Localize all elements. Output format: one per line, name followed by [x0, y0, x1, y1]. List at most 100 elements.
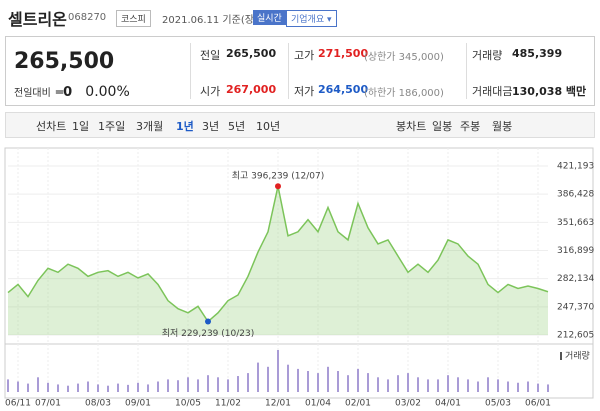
volume-legend-swatch	[560, 352, 562, 360]
volume-bar	[27, 383, 29, 392]
volume-bar	[147, 384, 149, 392]
volume-bar	[427, 379, 429, 392]
volume-bar	[387, 379, 389, 392]
quote-value: 485,399	[512, 47, 563, 60]
x-tick-label: 07/01	[35, 399, 61, 409]
period-tab[interactable]: 10년	[256, 120, 281, 133]
period-tab[interactable]: 5년	[228, 120, 246, 133]
quote-value: 264,500	[318, 83, 369, 96]
quote-note: (하한가 186,000)	[364, 88, 444, 99]
volume-bar	[77, 383, 79, 392]
candle-tab[interactable]: 월봉	[492, 120, 513, 133]
volume-bar	[397, 375, 399, 392]
chart-frame	[4, 147, 594, 399]
x-tick-label: 06/01	[525, 399, 551, 409]
volume-bar	[527, 381, 529, 392]
market-badge: 코스피	[116, 10, 151, 27]
x-tick-label: 03/02	[395, 399, 421, 409]
tab-label: 봉차트	[396, 120, 427, 133]
volume-bar	[137, 382, 139, 392]
volume-bar	[467, 379, 469, 392]
quote-value: 267,000	[226, 83, 277, 96]
volume-bar	[197, 379, 199, 392]
volume-bar	[327, 366, 329, 392]
volume-bar	[537, 383, 539, 392]
x-tick-label: 05/03	[485, 399, 511, 409]
volume-bar	[87, 381, 89, 392]
candle-tab[interactable]: 일봉	[432, 120, 453, 133]
separator	[466, 43, 467, 99]
volume-bar	[357, 368, 359, 392]
quote-label: 시가	[200, 85, 221, 98]
volume-bar	[457, 377, 459, 392]
volume-bar	[107, 385, 109, 392]
quote-box: 265,500 전일대비 ═0 0.00% 전일 265,500 고가 271,500…	[5, 36, 595, 106]
volume-bar	[167, 379, 169, 392]
volume-bar	[447, 375, 449, 392]
high-marker	[275, 183, 281, 190]
volume-bar	[17, 381, 19, 392]
volume-bar	[237, 376, 239, 392]
quote-value: 130,038 백만	[512, 85, 587, 98]
candle-tab[interactable]: 주봉	[460, 120, 481, 133]
volume-bar	[217, 377, 219, 392]
volume-bar	[367, 373, 369, 392]
volume-bar	[7, 379, 9, 392]
volume-bar	[267, 366, 269, 392]
volume-bar	[337, 371, 339, 392]
x-tick-label: 10/05	[175, 399, 201, 409]
volume-bar	[277, 350, 279, 392]
volume-bar	[437, 379, 439, 392]
x-tick-label: 11/02	[215, 399, 241, 409]
volume-bar	[67, 385, 69, 392]
volume-bar	[227, 379, 229, 392]
x-tick-label: 06/11	[5, 399, 31, 409]
period-tab[interactable]: 1주일	[98, 120, 126, 133]
volume-bar	[417, 377, 419, 392]
volume-bar	[247, 373, 249, 392]
volume-bar	[477, 381, 479, 392]
quote-label: 거래대금	[472, 85, 513, 98]
quote-label: 거래량	[472, 49, 503, 62]
period-tab[interactable]: 3년	[202, 120, 220, 133]
volume-bar	[187, 377, 189, 392]
period-tab[interactable]: 1일	[72, 120, 90, 133]
y-tick-label: 421,193	[557, 162, 594, 172]
volume-bar	[377, 377, 379, 392]
volume-bar	[547, 384, 549, 392]
tab-label: 선차트	[36, 120, 67, 133]
quote-label: 고가	[294, 49, 315, 62]
y-tick-label: 316,899	[557, 246, 594, 256]
company-info-label: 기업개요	[291, 15, 325, 25]
volume-bar	[297, 368, 299, 392]
x-tick-label: 09/01	[125, 399, 151, 409]
volume-bar	[317, 373, 319, 392]
stock-name: 셀트리온	[8, 10, 67, 29]
volume-bar	[157, 381, 159, 392]
period-tab[interactable]: 3개월	[136, 120, 164, 133]
quote-label: 전일	[200, 49, 221, 62]
y-tick-label: 351,663	[557, 218, 594, 228]
realtime-button[interactable]: 실시간	[253, 10, 286, 25]
volume-bar	[287, 364, 289, 392]
period-tab[interactable]: 1년	[176, 120, 194, 133]
x-tick-label: 08/03	[85, 399, 111, 409]
area	[8, 186, 548, 335]
volume-bar	[97, 384, 99, 392]
change: 0	[63, 85, 73, 100]
company-info-button[interactable]: 기업개요 ▾	[286, 10, 337, 27]
as-of-date: 2021.06.11 기준(장마감)	[162, 15, 277, 26]
low-label: 최저 229,239 (10/23)	[162, 328, 254, 339]
change-label: 전일대비	[14, 88, 51, 99]
volume-bar	[497, 379, 499, 392]
volume-bar	[177, 380, 179, 392]
price: 265,500	[14, 49, 115, 74]
x-tick-label: 04/01	[435, 399, 461, 409]
x-tick-label: 02/01	[345, 399, 371, 409]
volume-bar	[507, 381, 509, 392]
volume-bar	[347, 375, 349, 392]
x-tick-label: 01/04	[305, 399, 331, 409]
volume-bar	[47, 382, 49, 392]
tab-bar: 선차트 1일 1주일 3개월 1년 3년 5년 10년 봉차트 일봉 주봉 월봉	[5, 112, 595, 138]
volume-bar	[487, 377, 489, 392]
